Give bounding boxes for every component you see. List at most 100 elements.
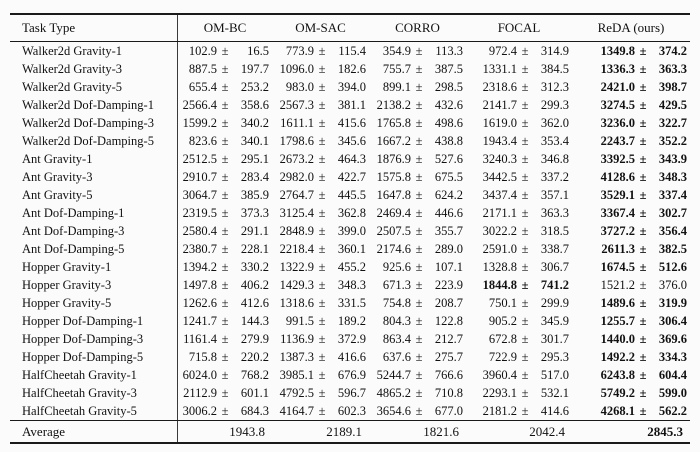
score-stddev: 144.3	[240, 313, 269, 328]
score-value: 4865.2	[376, 385, 411, 400]
score-cell: 1096.0 ±182.6	[272, 62, 369, 77]
plus-minus-sign: ±	[221, 133, 229, 148]
average-score-cell: 2845.3	[647, 423, 683, 439]
score-stddev: 334.3	[658, 349, 687, 364]
score-stddev: 382.5	[658, 241, 687, 256]
score-stddev: 189.2	[337, 313, 366, 328]
score-stddev: 253.2	[240, 79, 269, 94]
score-stddev: 362.8	[337, 205, 366, 220]
score-stddev: 337.4	[658, 187, 687, 202]
plus-minus-sign: ±	[221, 295, 229, 310]
score-stddev: 197.7	[240, 61, 269, 76]
score-value: 1096.0	[279, 61, 314, 76]
score-value: 2848.9	[279, 223, 314, 238]
score-cell: 2174.6 ±289.0	[369, 242, 466, 257]
score-stddev: 438.8	[434, 133, 463, 148]
score-value: 2580.4	[182, 223, 217, 238]
plus-minus-sign: ±	[639, 205, 647, 220]
score-stddev: 710.8	[434, 385, 463, 400]
score-stddev: 385.9	[240, 187, 269, 202]
score-value: 1619.0	[482, 115, 517, 130]
score-cell: 1521.2 ±376.0	[572, 278, 690, 293]
plus-minus-sign: ±	[639, 115, 647, 130]
score-cell: 3006.2 ±684.3	[178, 404, 272, 419]
table-row: Ant Gravity-3 2910.7 ±283.4 2982.0 ±422.7 157…	[10, 168, 690, 186]
score-stddev: 363.3	[540, 205, 569, 220]
score-stddev: 295.1	[240, 151, 269, 166]
score-value: 1765.8	[376, 115, 411, 130]
score-cell: 1492.2 ±334.3	[572, 350, 690, 365]
score-cell: 2910.7 ±283.4	[178, 170, 272, 185]
score-stddev: 372.9	[337, 331, 366, 346]
score-cell: 2512.5 ±295.1	[178, 152, 272, 167]
score-cell: 887.5 ±197.7	[178, 62, 272, 77]
score-value: 1876.9	[376, 151, 411, 166]
score-cell: 2567.3 ±381.1	[272, 98, 369, 113]
score-stddev: 684.3	[240, 403, 269, 418]
score-cell: 3392.5 ±343.9	[572, 152, 690, 167]
plus-minus-sign: ±	[639, 79, 647, 94]
plus-minus-sign: ±	[639, 61, 647, 76]
score-stddev: 348.3	[337, 277, 366, 292]
task-type-cell: Hopper Dof-Damping-1	[10, 312, 178, 330]
score-cell: 1765.8 ±498.6	[369, 116, 466, 131]
score-stddev: 360.1	[337, 241, 366, 256]
plus-minus-sign: ±	[415, 385, 423, 400]
score-value: 1599.2	[182, 115, 217, 130]
task-type-cell: HalfCheetah Gravity-3	[10, 384, 178, 402]
score-value: 2380.7	[182, 241, 217, 256]
score-value: 823.6	[188, 133, 217, 148]
plus-minus-sign: ±	[221, 115, 229, 130]
score-value: 1136.9	[280, 331, 314, 346]
score-cell: 899.1 ±298.5	[369, 80, 466, 95]
plus-minus-sign: ±	[221, 277, 229, 292]
table-row: Ant Gravity-1 2512.5 ±295.1 2673.2 ±464.3 187…	[10, 150, 690, 168]
plus-minus-sign: ±	[318, 97, 326, 112]
score-value: 1497.8	[182, 277, 217, 292]
plus-minus-sign: ±	[318, 43, 326, 58]
score-stddev: 343.9	[658, 151, 687, 166]
score-value: 3727.2	[600, 223, 635, 238]
score-cell: 2982.0 ±422.7	[272, 170, 369, 185]
plus-minus-sign: ±	[415, 223, 423, 238]
table-row: Ant Dof-Damping-5 2380.7 ±228.1 2218.4 ±360.…	[10, 240, 690, 258]
score-value: 1262.6	[182, 295, 217, 310]
score-stddev: 373.3	[240, 205, 269, 220]
score-value: 887.5	[188, 61, 217, 76]
plus-minus-sign: ±	[415, 133, 423, 148]
score-value: 1318.6	[279, 295, 314, 310]
score-value: 750.1	[488, 295, 517, 310]
score-cell: 1667.2 ±438.8	[369, 134, 466, 149]
score-cell: 3654.6 ±677.0	[369, 404, 466, 419]
task-type-cell: Ant Dof-Damping-1	[10, 204, 178, 222]
score-cell: 1611.1 ±415.6	[272, 116, 369, 131]
score-value: 3125.4	[279, 205, 314, 220]
score-value: 1322.9	[279, 259, 314, 274]
score-cell: 637.6 ±275.7	[369, 350, 466, 365]
score-cell: 1161.4 ±279.9	[178, 332, 272, 347]
score-cell: 750.1 ±299.9	[466, 296, 572, 311]
score-value: 1674.5	[600, 259, 635, 274]
score-cell: 5749.2 ±599.0	[572, 386, 690, 401]
plus-minus-sign: ±	[521, 403, 529, 418]
score-value: 1798.6	[279, 133, 314, 148]
score-cell: 3236.0 ±322.7	[572, 116, 690, 131]
plus-minus-sign: ±	[521, 241, 529, 256]
score-stddev: 381.1	[337, 97, 366, 112]
plus-minus-sign: ±	[415, 295, 423, 310]
plus-minus-sign: ±	[221, 313, 229, 328]
table-body: Walker2d Gravity-1 102.9 ±16.5 773.9 ±115.4 3…	[10, 42, 690, 420]
plus-minus-sign: ±	[415, 187, 423, 202]
score-value: 1492.2	[600, 349, 635, 364]
score-value: 2469.4	[376, 205, 411, 220]
score-stddev: 115.4	[338, 43, 366, 58]
score-value: 2673.2	[279, 151, 314, 166]
score-value: 2138.2	[376, 97, 411, 112]
score-stddev: 348.3	[658, 169, 687, 184]
score-value: 972.4	[488, 43, 517, 58]
score-value: 1349.8	[600, 43, 635, 58]
task-type-cell: Walker2d Dof-Damping-5	[10, 132, 178, 150]
score-cell: 3960.4 ±517.0	[466, 368, 572, 383]
score-cell: 6243.8 ±604.4	[572, 368, 690, 383]
score-value: 1667.2	[376, 133, 411, 148]
